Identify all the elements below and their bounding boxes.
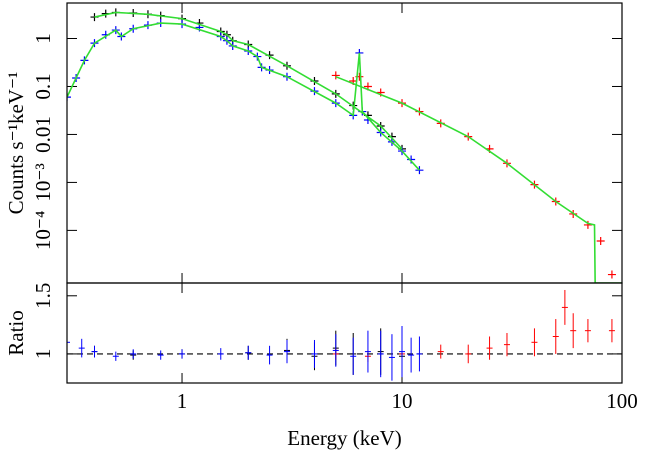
x-tick-label: 100 [606, 389, 638, 413]
data-point [596, 237, 605, 246]
data-point [407, 155, 416, 164]
data-point [583, 220, 592, 229]
model-line [67, 22, 421, 171]
model-line [94, 11, 403, 150]
y-tick-label: 1.5 [31, 283, 55, 309]
frame [66, 282, 623, 384]
y-tick-label: 1 [31, 349, 55, 360]
y-tick-label: 0.01 [31, 116, 55, 153]
x-axis-label: Energy (keV) [287, 426, 402, 450]
data-point [331, 71, 340, 80]
y-tick-label: 1 [31, 33, 55, 44]
data-point [67, 93, 71, 102]
frame [66, 2, 623, 284]
data-point [607, 270, 616, 279]
model-line [335, 75, 622, 283]
y-axis-label: Counts s⁻¹keV⁻¹ [4, 72, 28, 215]
x-tick-label: 10 [392, 389, 413, 413]
y-tick-label: 10⁻⁴ [31, 211, 55, 250]
x-tick-label: 1 [177, 389, 188, 413]
y-tick-label: 0.1 [31, 73, 55, 99]
y-tick-label: 10⁻³ [31, 163, 55, 201]
y-axis-label: Ratio [4, 310, 28, 356]
